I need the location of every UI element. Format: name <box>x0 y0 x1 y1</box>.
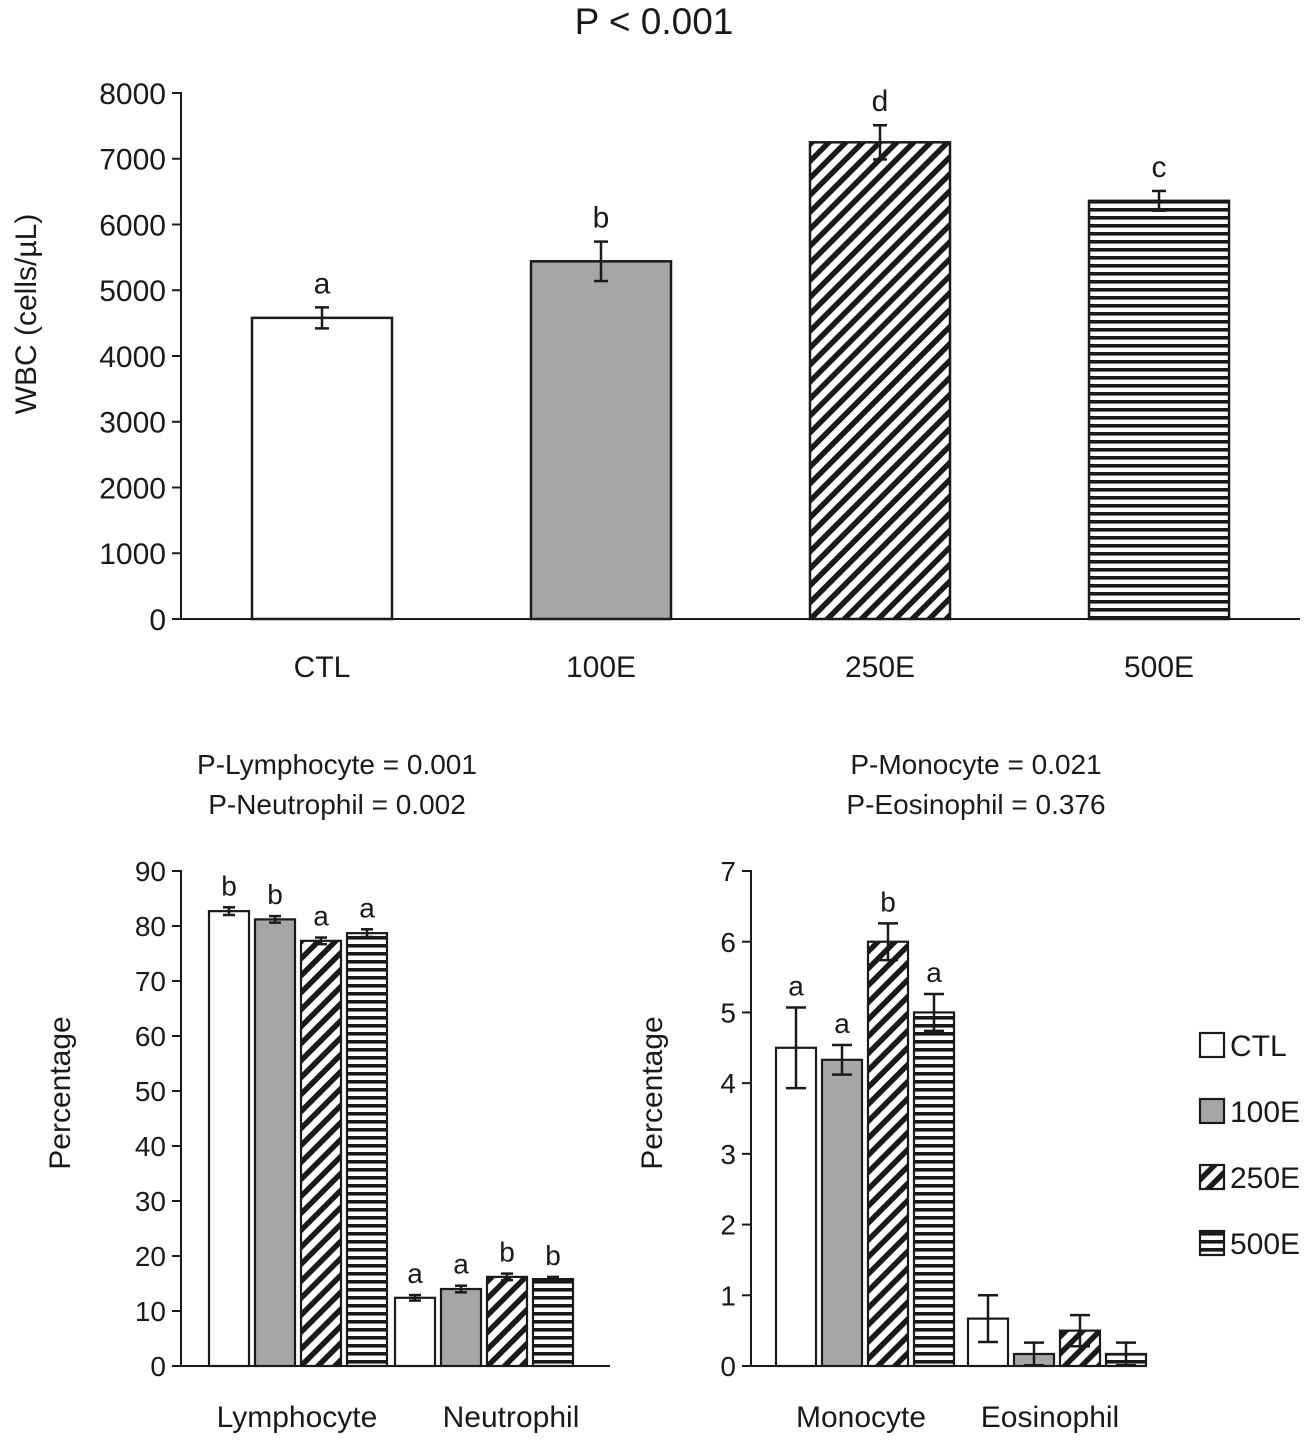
lymph-neut-y-tick-label: 30 <box>135 1186 166 1217</box>
lymph-neut-y-tick-label: 0 <box>150 1351 166 1382</box>
legend-swatch-250e <box>1198 1163 1226 1191</box>
mono-eos-category-label: Monocyte <box>796 1401 926 1434</box>
significance-letter: a <box>926 957 942 988</box>
lymph-neut-category-label: Lymphocyte <box>217 1401 378 1434</box>
significance-letter: a <box>407 1258 423 1289</box>
significance-letter: b <box>267 879 283 910</box>
lymph-neut-y-tick-label: 10 <box>135 1296 166 1327</box>
top-y-tick-label: 3000 <box>99 407 166 440</box>
lymph-neut-bar-neutrophil-ctl <box>393 1296 437 1368</box>
lymph-neut-y-tick-label: 80 <box>135 911 166 942</box>
lymph-neut-bar-lymphocyte-ctl <box>207 910 251 1368</box>
top-y-tick-label: 8000 <box>99 78 166 111</box>
mono-eos-p-line-1: P-Monocyte = 0.021 <box>850 749 1101 780</box>
top-y-tick-label: 6000 <box>99 209 166 242</box>
mono-eos-ylabel: Percentage <box>636 1016 669 1169</box>
significance-letter: b <box>221 870 237 901</box>
significance-letter: b <box>880 886 896 917</box>
mono-eos-y-tick-label: 6 <box>720 927 736 958</box>
mono-eos-p-line-2: P-Eosinophil = 0.376 <box>846 789 1105 820</box>
legend: CTL 100E 250E 500E <box>1198 1030 1300 1261</box>
legend-label-ctl: CTL <box>1230 1030 1287 1063</box>
significance-letter: a <box>359 892 375 923</box>
significance-letter: a <box>453 1249 469 1280</box>
lymph-neut-bar-neutrophil-250e <box>485 1275 529 1368</box>
mono-eos-bar-monocyte-250e <box>866 940 910 1368</box>
x-category-label: CTL <box>294 651 351 684</box>
top-y-tick-label: 0 <box>149 604 166 637</box>
mono-eos-y-tick-label: 2 <box>720 1210 736 1241</box>
mono-eos-bar-monocyte-500e <box>912 1011 956 1368</box>
significance-letter: a <box>788 970 804 1001</box>
mono-eos-y-tick-label: 5 <box>720 998 736 1029</box>
lymph-neut-bar-lymphocyte-250e <box>299 939 343 1368</box>
x-category-label: 500E <box>1124 651 1194 684</box>
significance-letter: b <box>545 1240 561 1271</box>
mono-eos-bar-monocyte-ctl <box>774 1046 818 1368</box>
legend-swatch-ctl <box>1198 1031 1226 1059</box>
mono-eos-y-tick-label: 4 <box>720 1068 736 1099</box>
mono-eos-y-tick-label: 1 <box>720 1280 736 1311</box>
top-y-tick-label: 1000 <box>99 538 166 571</box>
significance-letter: b <box>499 1237 515 1268</box>
mono-eos-category-label: Eosinophil <box>981 1401 1119 1434</box>
legend-label-100e: 100E <box>1230 1096 1300 1129</box>
lymph-neut-y-tick-label: 50 <box>135 1076 166 1107</box>
lymph-neut-y-tick-label: 20 <box>135 1241 166 1272</box>
legend-swatch-100e <box>1198 1097 1226 1125</box>
top-chart-ylabel: WBC (cells/µL) <box>10 214 43 415</box>
top-bar-chart: 0 1000 2000 3000 4000 5000 6000 7000 8000 a CTL b 10… <box>99 78 1300 684</box>
mono-eos-bar-monocyte-100e <box>820 1058 864 1368</box>
mono-eos-y-tick-label: 0 <box>720 1351 736 1382</box>
significance-letter: c <box>1152 151 1167 184</box>
lymph-neut-y-tick-label: 40 <box>135 1131 166 1162</box>
lymph-neut-y-tick-label: 90 <box>135 856 166 887</box>
top-y-tick-label: 7000 <box>99 144 166 177</box>
top-y-tick-label: 2000 <box>99 472 166 505</box>
lymph-neut-bar-neutrophil-500e <box>531 1277 575 1368</box>
top-y-tick-label: 5000 <box>99 275 166 308</box>
significance-letter: d <box>872 85 889 118</box>
legend-label-500e: 500E <box>1230 1228 1300 1261</box>
lymph-neut-p-line-2: P-Neutrophil = 0.002 <box>208 789 466 820</box>
lymph-neut-p-line-1: P-Lymphocyte = 0.001 <box>197 749 477 780</box>
top-chart-title: P < 0.001 <box>575 1 734 42</box>
significance-letter: a <box>834 1008 850 1039</box>
bar-500e <box>1087 199 1231 621</box>
lymph-neut-y-tick-label: 70 <box>135 966 166 997</box>
lymph-neut-bar-lymphocyte-500e <box>345 932 389 1368</box>
top-y-tick-label: 4000 <box>99 341 166 374</box>
bar-100e <box>529 260 673 621</box>
lymph-neut-category-label: Neutrophil <box>443 1401 580 1434</box>
mono-eos-y-tick-label: 7 <box>720 856 736 887</box>
legend-swatch-500e <box>1198 1229 1226 1257</box>
x-category-label: 250E <box>845 651 915 684</box>
lymph-neut-bar-lymphocyte-100e <box>253 918 297 1368</box>
significance-letter: a <box>314 267 331 300</box>
legend-label-250e: 250E <box>1230 1162 1300 1195</box>
x-category-label: 100E <box>566 651 636 684</box>
lymph-neut-y-tick-label: 60 <box>135 1021 166 1052</box>
significance-letter: b <box>593 202 610 235</box>
lymph-neut-ylabel: Percentage <box>44 1016 77 1169</box>
bar-ctl <box>250 316 394 621</box>
significance-letter: a <box>313 901 329 932</box>
lymph-neut-bar-neutrophil-100e <box>439 1287 483 1368</box>
bar-250e <box>808 141 952 621</box>
mono-eos-y-tick-label: 3 <box>720 1139 736 1170</box>
